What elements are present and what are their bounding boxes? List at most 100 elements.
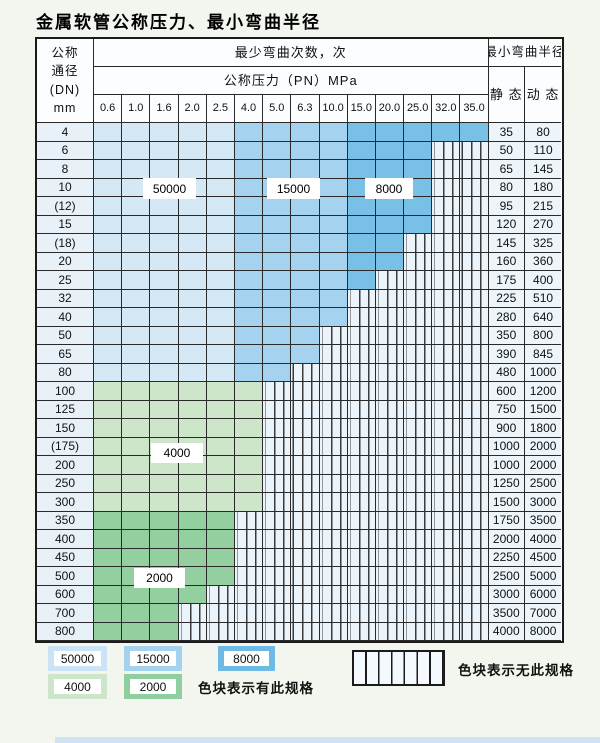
- spec-cell: [94, 437, 123, 456]
- no-spec-cell: [291, 437, 320, 456]
- static-radius-cell: 4000: [488, 622, 525, 641]
- spec-cell: [94, 271, 123, 290]
- no-spec-cell: [291, 474, 320, 493]
- no-spec-cell: [460, 419, 489, 438]
- dn-cell: 500: [37, 567, 94, 586]
- no-spec-cell: [375, 308, 405, 327]
- spec-cell: [375, 252, 405, 271]
- spec-cell: [263, 141, 292, 160]
- dn-cell: 150: [37, 419, 94, 438]
- static-radius-cell: 3500: [488, 604, 525, 623]
- no-spec-cell: [460, 178, 489, 197]
- spec-cell: [122, 160, 151, 179]
- spec-cell: [122, 289, 151, 308]
- no-spec-cell: [347, 382, 376, 401]
- spec-cell: [234, 363, 264, 382]
- no-spec-cell: [375, 604, 405, 623]
- spec-cell: [122, 382, 151, 401]
- no-spec-cell: [404, 511, 433, 530]
- no-spec-cell: [432, 345, 461, 364]
- spec-cell: [122, 215, 151, 234]
- spec-cell: [150, 141, 179, 160]
- no-spec-cell: [375, 530, 405, 549]
- dn-cell: 10: [37, 178, 94, 197]
- no-spec-cell: [234, 548, 264, 567]
- spec-cell: [206, 493, 235, 512]
- dn-header: 公称 通径 (DN) mm: [37, 39, 94, 123]
- spec-cell: [319, 308, 348, 327]
- no-spec-cell: [404, 437, 433, 456]
- spec-cell: [94, 585, 123, 604]
- no-spec-cell: [319, 493, 348, 512]
- spec-cell: [263, 326, 292, 345]
- no-spec-cell: [347, 511, 376, 530]
- static-radius-cell: 1750: [488, 511, 525, 530]
- no-spec-cell: [206, 585, 235, 604]
- spec-cell: [122, 400, 151, 419]
- no-spec-cell: [460, 345, 489, 364]
- spec-cell: [150, 160, 179, 179]
- no-spec-cell: [404, 363, 433, 382]
- spec-cell: [94, 326, 123, 345]
- spec-cell: [206, 548, 235, 567]
- spec-cell: [94, 160, 123, 179]
- no-spec-cell: [319, 622, 348, 641]
- spec-cell: [94, 511, 123, 530]
- dynamic-radius-cell: 2000: [524, 456, 562, 475]
- spec-cell: [263, 252, 292, 271]
- spec-cell: [94, 382, 123, 401]
- dynamic-radius-cell: 6000: [524, 585, 562, 604]
- spec-cell: [291, 308, 320, 327]
- static-radius-cell: 1000: [488, 437, 525, 456]
- no-spec-cell: [347, 308, 376, 327]
- spec-cell: [291, 197, 320, 216]
- spec-cell: [263, 160, 292, 179]
- pressure-col-15.0: 15.0: [347, 95, 376, 123]
- no-spec-cell: [375, 400, 405, 419]
- page-edge-strip: [55, 737, 600, 743]
- cycle-count-label-50000: 50000: [143, 178, 196, 199]
- no-spec-cell: [375, 345, 405, 364]
- no-spec-cell: [206, 604, 235, 623]
- no-spec-cell: [375, 326, 405, 345]
- spec-cell: [291, 123, 320, 142]
- dn-cell: 15: [37, 215, 94, 234]
- no-spec-cell: [432, 234, 461, 253]
- spec-cell: [291, 345, 320, 364]
- no-spec-cell: [404, 456, 433, 475]
- spec-cell: [150, 419, 179, 438]
- spec-cell: [375, 123, 405, 142]
- static-radius-cell: 225: [488, 289, 525, 308]
- spec-cell: [122, 252, 151, 271]
- no-spec-cell: [460, 604, 489, 623]
- spec-cell: [206, 289, 235, 308]
- no-spec-cell: [291, 493, 320, 512]
- static-radius-cell: 2000: [488, 530, 525, 549]
- dynamic-radius-cell: 2500: [524, 474, 562, 493]
- spec-cell: [404, 215, 433, 234]
- spec-cell: [375, 141, 405, 160]
- spec-cell: [234, 493, 264, 512]
- spec-cell: [150, 548, 179, 567]
- no-spec-cell: [375, 548, 405, 567]
- static-radius-cell: 50: [488, 141, 525, 160]
- spec-cell: [178, 493, 207, 512]
- dn-cell: 25: [37, 271, 94, 290]
- no-spec-cell: [404, 308, 433, 327]
- no-spec-cell: [432, 289, 461, 308]
- spec-cell: [234, 215, 264, 234]
- spec-cell: [94, 474, 123, 493]
- no-spec-cell: [432, 215, 461, 234]
- no-spec-cell: [460, 289, 489, 308]
- spec-cell: [234, 271, 264, 290]
- no-spec-cell: [291, 511, 320, 530]
- pressure-col-6.3: 6.3: [291, 95, 320, 123]
- spec-cell: [347, 234, 376, 253]
- no-spec-cell: [263, 622, 292, 641]
- dn-cell: 125: [37, 400, 94, 419]
- spec-cell: [122, 604, 151, 623]
- pressure-col-20.0: 20.0: [375, 95, 405, 123]
- no-spec-cell: [404, 271, 433, 290]
- spec-cell: [319, 289, 348, 308]
- no-spec-cell: [460, 622, 489, 641]
